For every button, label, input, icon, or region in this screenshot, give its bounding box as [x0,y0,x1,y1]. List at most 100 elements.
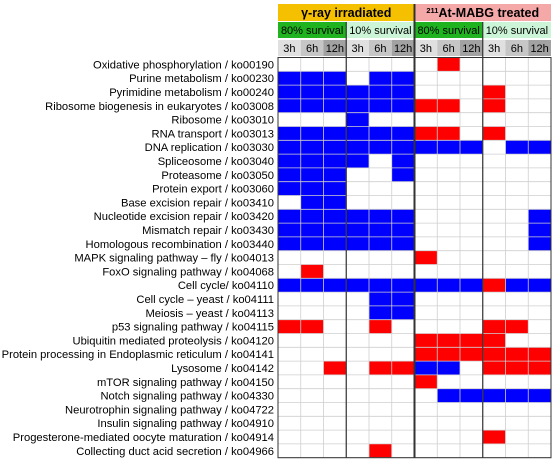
time-header-1 [278,40,301,56]
heatmap-cell-r27-c8 [437,416,460,431]
group-header-2 [414,4,551,21]
heatmap-cell-r12-c1 [278,209,301,224]
heatmap-cell-r4-c10 [482,98,506,113]
heatmap-cell-r28-c3 [323,430,347,444]
pathway-label-22: Protein processing in Endoplasmic reticu… [2,349,274,361]
heatmap-cell-r18-c9 [460,292,483,306]
heatmap-cell-r7-c1 [278,140,301,155]
heatmap-cell-r16-c1 [278,264,301,279]
heatmap-cell-r27-c3 [323,416,347,431]
heatmap-cell-r24-c3 [323,374,347,389]
group-header-1 [278,4,415,21]
time-header-label-5: 6h [374,43,386,55]
heatmap-cell-r8-c8 [437,154,460,168]
heatmap-cell-r7-c4 [346,140,369,155]
heatmap-cell-r29-c11 [505,443,529,458]
heatmap-cell-r15-c9 [460,250,483,265]
heatmap-cell-r1-c5 [369,57,392,72]
heatmap-cell-r21-c11 [505,333,529,348]
heatmap-cell-r9-c11 [505,167,529,182]
heatmap-cell-r17-c5 [369,278,392,293]
heatmap-cell-r26-c6 [391,402,415,417]
heatmap-cell-r23-c1 [278,361,301,375]
heatmap-cell-r15-c8 [437,250,460,265]
heatmap-cell-r4-c12 [528,98,551,113]
pathway-label-9: Proteasome / ko03050 [161,170,274,182]
heatmap-cell-r14-c12 [528,236,551,251]
time-header-9 [460,40,483,56]
heatmap-cell-r10-c1 [278,181,301,196]
heatmap-cell-r5-c1 [278,112,301,127]
heatmap-cell-r10-c10 [482,181,506,196]
heatmap-cell-r18-c7 [414,292,438,306]
time-header-label-10: 3h [488,43,500,55]
heatmap-cell-r9-c10 [482,167,506,182]
heatmap-cell-r2-c1 [278,71,301,86]
heatmap-cell-r13-c9 [460,223,483,237]
heatmap-cell-r29-c8 [437,443,460,458]
heatmap-cell-r20-c2 [300,319,324,334]
heatmap-cell-r11-c2 [300,195,324,210]
heatmap-cell-r2-c6 [391,71,415,86]
heatmap-cell-r16-c7 [414,264,438,279]
heatmap-cell-r18-c5 [369,292,392,306]
heatmap-cell-r14-c2 [300,236,324,251]
heatmap-cell-r16-c6 [391,264,415,279]
heatmap-cell-r17-c1 [278,278,301,293]
heatmap-cell-r8-c7 [414,154,438,168]
heatmap-cell-r19-c4 [346,305,369,320]
heatmap-cell-r25-c6 [391,388,415,403]
heatmap-cell-r28-c9 [460,430,483,444]
pathway-label-14: Homologous recombination / ko03440 [86,239,274,251]
heatmap-cell-r24-c5 [369,374,392,389]
heatmap-cell-r1-c9 [460,57,483,72]
heatmap-cell-r12-c5 [369,209,392,224]
heatmap-cell-r8-c6 [391,154,415,168]
survival-header-label-4: 10% survival [486,25,548,37]
heatmap-cell-r28-c11 [505,430,529,444]
heatmap-cell-r16-c4 [346,264,369,279]
heatmap-cell-r24-c10 [482,374,506,389]
heatmap-cell-r19-c5 [369,305,392,320]
heatmap-cell-r17-c10 [482,278,506,293]
heatmap-cell-r5-c11 [505,112,529,127]
heatmap-cell-r8-c3 [323,154,347,168]
heatmap-cell-r4-c11 [505,98,529,113]
heatmap-cell-r2-c5 [369,71,392,86]
heatmap-cell-r21-c2 [300,333,324,348]
heatmap-cell-r24-c6 [391,374,415,389]
heatmap-cell-r10-c12 [528,181,551,196]
heatmap-cell-r15-c11 [505,250,529,265]
heatmap-cell-r5-c12 [528,112,551,127]
heatmap-cell-r10-c6 [391,181,415,196]
heatmap-cell-r23-c8 [437,361,460,375]
pathway-label-26: Neurotrophin signaling pathway / ko04722 [65,404,274,416]
heatmap-cell-r23-c4 [346,361,369,375]
heatmap-cell-r17-c3 [323,278,347,293]
heatmap-cell-r6-c6 [391,126,415,141]
time-header-11 [505,40,529,56]
heatmap-cell-r15-c4 [346,250,369,265]
heatmap-cell-r26-c9 [460,402,483,417]
pathway-label-12: Nucleotide excision repair / ko03420 [94,211,274,223]
heatmap-cell-r22-c8 [437,347,460,362]
heatmap-cell-r9-c1 [278,167,301,182]
heatmap-cell-r12-c2 [300,209,324,224]
heatmap-cell-r2-c8 [437,71,460,86]
heatmap-cell-r24-c12 [528,374,551,389]
heatmap-cell-r8-c9 [460,154,483,168]
heatmap-cell-r25-c8 [437,388,460,403]
heatmap-cell-r1-c2 [300,57,324,72]
survival-header-label-3: 80% survival [417,25,479,37]
heatmap-cell-r6-c12 [528,126,551,141]
heatmap-cell-r13-c2 [300,223,324,237]
heatmap-cell-r3-c2 [300,85,324,99]
heatmap-cell-r14-c5 [369,236,392,251]
heatmap-cell-r29-c2 [300,443,324,458]
heatmap-cell-r24-c9 [460,374,483,389]
heatmap-cell-r4-c4 [346,98,369,113]
time-header-7 [414,40,438,56]
heatmap-cell-r23-c10 [482,361,506,375]
heatmap-cell-r8-c5 [369,154,392,168]
heatmap-cell-r28-c5 [369,430,392,444]
